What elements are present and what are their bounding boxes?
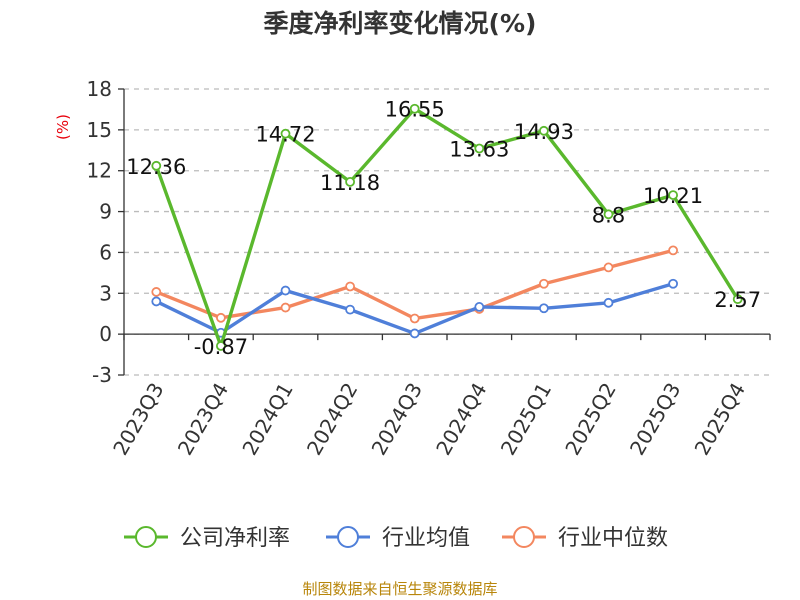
data-point <box>345 281 356 292</box>
x-tick-label: 2025Q4 <box>690 379 750 460</box>
data-point <box>280 285 291 296</box>
x-tick-label: 2024Q4 <box>431 379 491 460</box>
data-point <box>215 312 226 323</box>
legend-item[interactable]: 行业中位数 <box>502 526 668 551</box>
data-label: -0.87 <box>194 335 248 359</box>
data-label: 14.72 <box>255 123 315 147</box>
x-tick-label: 2023Q3 <box>108 379 168 460</box>
legend[interactable]: 公司净利率 行业均值 行业中位数 <box>124 526 668 551</box>
legend-item[interactable]: 行业均值 <box>326 526 470 551</box>
source-note: 制图数据来自恒生聚源数据库 <box>302 580 498 598</box>
y-tick-label: 6 <box>99 240 112 264</box>
series-line <box>154 107 740 348</box>
chart-title: 季度净利率变化情况(%) <box>263 9 537 38</box>
legend-label: 公司净利率 <box>180 526 290 551</box>
legend-label: 行业中位数 <box>558 526 668 551</box>
legend-marker-icon <box>513 526 535 548</box>
legend-marker-icon <box>337 526 359 548</box>
y-tick-label: 15 <box>87 118 112 142</box>
data-point <box>151 160 162 171</box>
data-point <box>474 302 485 312</box>
data-label: 10.21 <box>643 184 703 208</box>
data-point <box>732 294 743 305</box>
y-tick-label: 9 <box>99 200 112 224</box>
series-layer <box>151 103 743 351</box>
data-point <box>668 278 678 289</box>
data-point <box>409 328 420 339</box>
legend-label: 行业均值 <box>382 526 470 551</box>
x-tick-labels: 2023Q3 2023Q4 2024Q1 2024Q2 2024Q3 2024Q4 2025… <box>108 379 750 460</box>
data-label: 2.57 <box>714 288 761 312</box>
y-tick-label: -3 <box>92 363 112 387</box>
data-point <box>215 341 226 351</box>
data-point <box>151 287 162 297</box>
data-point <box>409 313 420 324</box>
x-tick-label: 2024Q3 <box>367 379 427 460</box>
axes <box>118 88 771 376</box>
data-point <box>668 190 678 200</box>
data-label: 12.36 <box>126 155 186 179</box>
data-point <box>539 303 549 314</box>
x-tick-label: 2025Q2 <box>560 379 620 460</box>
x-tick-label: 2025Q1 <box>496 379 556 460</box>
data-point <box>151 296 162 307</box>
data-label: 13.63 <box>449 138 509 162</box>
data-point <box>603 262 614 273</box>
legend-item[interactable]: 公司净利率 <box>124 526 290 551</box>
y-axis-label: (%) <box>54 114 72 140</box>
data-label: 14.93 <box>514 120 574 144</box>
data-point <box>668 245 678 256</box>
x-tick-label: 2024Q2 <box>302 379 362 460</box>
data-point <box>280 128 291 139</box>
data-point <box>345 176 356 187</box>
y-tick-label: 18 <box>87 77 112 101</box>
data-point <box>345 304 356 315</box>
x-tick-label: 2023Q4 <box>173 379 233 460</box>
data-point <box>603 209 614 220</box>
data-point <box>474 143 485 154</box>
data-point <box>539 125 549 136</box>
legend-marker-icon <box>135 526 157 548</box>
data-label: 11.18 <box>320 171 380 195</box>
data-label: 16.55 <box>385 98 445 122</box>
data-point <box>603 297 614 308</box>
x-tick-label: 2025Q3 <box>625 379 685 460</box>
x-tick-label: 2024Q1 <box>237 379 297 460</box>
y-tick-label: 3 <box>99 281 112 305</box>
data-label: 8.8 <box>592 203 625 227</box>
y-tick-label: 12 <box>87 159 112 183</box>
y-tick-label: 0 <box>99 322 112 346</box>
data-point <box>280 302 291 313</box>
data-point <box>539 278 549 289</box>
y-tick-labels: -3 0 3 6 9 12 15 18 <box>87 77 112 387</box>
data-point <box>409 103 420 114</box>
